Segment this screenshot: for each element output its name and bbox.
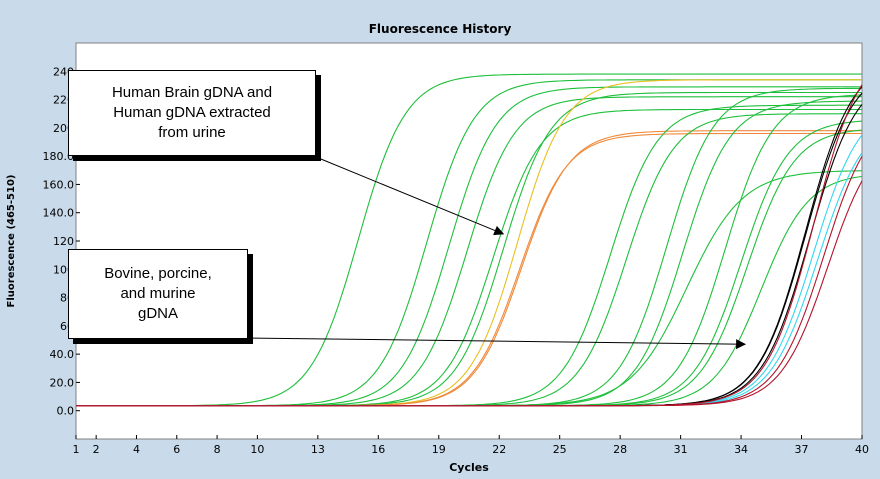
- x-tick-label: 1: [73, 443, 80, 456]
- x-axis-label: Cycles: [449, 461, 489, 474]
- y-tick-label: 180.0: [43, 150, 75, 163]
- x-tick-label: 2: [93, 443, 100, 456]
- y-axis-label: Fluorescence (465-510): [6, 175, 17, 308]
- x-tick-label: 10: [250, 443, 264, 456]
- x-tick-label: 34: [734, 443, 748, 456]
- y-tick-label: 160.0: [43, 178, 75, 191]
- x-tick-label: 8: [214, 443, 221, 456]
- chart-title: Fluorescence History: [369, 22, 512, 36]
- x-tick-label: 16: [371, 443, 385, 456]
- annotation-arrows: [247, 156, 747, 350]
- y-tick-label: 120: [53, 235, 74, 248]
- x-tick-label: 25: [553, 443, 567, 456]
- x-tick-label: 28: [613, 443, 627, 456]
- amplification-curve-26: [76, 180, 863, 407]
- y-axis-ticks: 0.020.040.06080100120140.0160.0180.02002…: [43, 65, 80, 418]
- annotation-arrow-2: [247, 337, 747, 350]
- y-tick-label: 140.0: [43, 207, 75, 220]
- x-tick-label: 22: [492, 443, 506, 456]
- annotation-human-gdna: Human Brain gDNA and Human gDNA extracte…: [68, 70, 316, 156]
- x-tick-label: 4: [133, 443, 140, 456]
- x-tick-label: 6: [173, 443, 180, 456]
- annotation-animal-gdna: Bovine, porcine, and murine gDNA: [68, 249, 248, 339]
- annotation-arrow-1: [315, 156, 505, 236]
- x-tick-label: 13: [311, 443, 325, 456]
- amplification-curves: [76, 73, 863, 407]
- y-tick-label: 0.0: [57, 405, 75, 418]
- x-tick-label: 40: [855, 443, 869, 456]
- y-tick-label: 20.0: [50, 376, 75, 389]
- x-tick-label: 19: [432, 443, 446, 456]
- x-tick-label: 37: [795, 443, 809, 456]
- x-tick-label: 31: [674, 443, 688, 456]
- y-tick-label: 40.0: [50, 348, 75, 361]
- x-axis-ticks: 1 2 4 6 8 10 13 16 19 22 25 28 31 34 37 40: [73, 435, 869, 456]
